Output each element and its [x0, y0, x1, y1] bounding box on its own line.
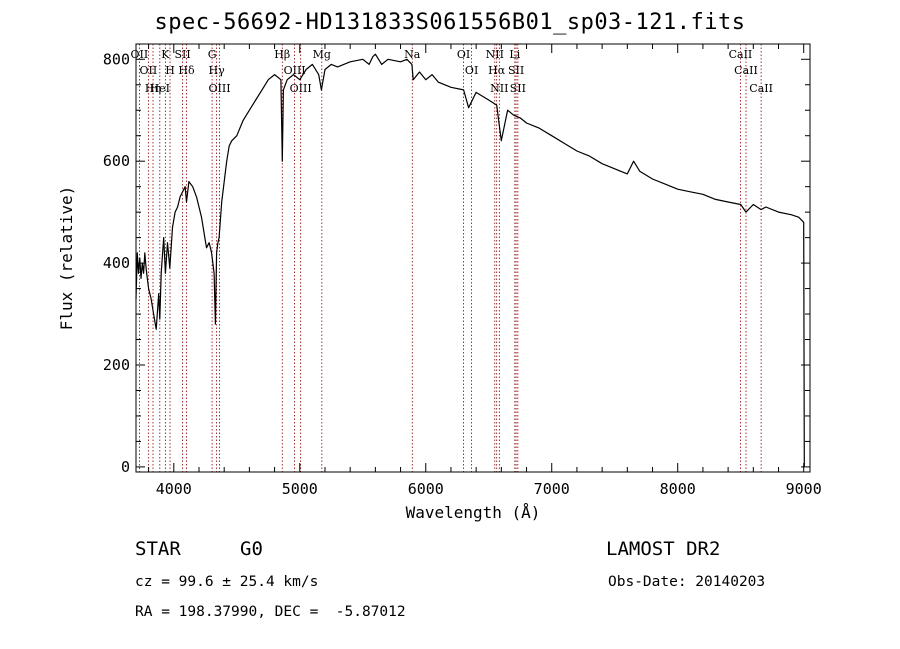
marker-label: SII: [510, 82, 526, 95]
x-tick-label: 8000: [660, 480, 696, 498]
marker-label: CaII: [729, 48, 753, 61]
marker-label: H: [165, 64, 175, 77]
marker-label: Hδ: [178, 64, 195, 77]
marker-label: NII: [490, 82, 508, 95]
object-subclass: G0: [240, 538, 263, 560]
marker-label: OIII: [208, 82, 230, 95]
marker-label: K: [161, 48, 170, 61]
y-tick-label: 800: [103, 50, 130, 68]
marker-label: OII: [131, 48, 149, 61]
x-axis: 4000 5000 6000 7000 8000 9000: [148, 44, 822, 498]
spectrum-line: [135, 53, 805, 467]
marker-label: Li: [509, 48, 520, 61]
marker-label: G: [208, 48, 217, 61]
y-tick-label: 200: [103, 356, 130, 374]
y-tick-label: 0: [121, 458, 130, 476]
y-axis-title: Flux (relative): [57, 186, 76, 331]
marker-label: HeI: [150, 82, 170, 95]
marker-label: Hη: [145, 82, 161, 95]
marker-label: SII: [508, 64, 524, 77]
object-class: STAR: [135, 538, 181, 560]
x-tick-label: 5000: [282, 480, 318, 498]
marker-label: OIII: [290, 82, 312, 95]
obs-date: Obs-Date: 20140203: [608, 574, 766, 590]
marker-label: SII: [174, 48, 190, 61]
marker-label: Na: [404, 48, 421, 61]
survey-name: LAMOST DR2: [606, 538, 721, 560]
x-tick-label: 6000: [408, 480, 444, 498]
redshift-readout: cz = 99.6 ± 25.4 km/s: [135, 574, 319, 590]
x-tick-label: 9000: [786, 480, 822, 498]
marker-label: OI: [457, 48, 470, 61]
marker-label: Mg: [313, 48, 331, 61]
y-tick-label: 400: [103, 254, 130, 272]
chart-title: spec-56692-HD131833S061556B01_sp03-121.f…: [154, 10, 746, 35]
x-tick-label: 4000: [156, 480, 192, 498]
marker-label: Hα: [488, 64, 506, 77]
coordinates: RA = 198.37990, DEC = -5.87012: [135, 604, 406, 620]
marker-label: CaII: [734, 64, 758, 77]
marker-label: CaII: [749, 82, 773, 95]
marker-label: NII: [486, 48, 504, 61]
marker-label: OI: [465, 64, 478, 77]
x-axis-title: Wavelength (Å): [406, 503, 541, 522]
plot-frame: [135, 43, 811, 473]
y-axis: 0 200 400 600 800: [103, 50, 810, 476]
marker-label: OII: [139, 64, 157, 77]
marker-label: Hβ: [274, 48, 290, 61]
x-tick-label: 7000: [534, 480, 570, 498]
marker-label: OIII: [284, 64, 306, 77]
marker-label: Hγ: [209, 64, 226, 77]
y-tick-label: 600: [103, 152, 130, 170]
